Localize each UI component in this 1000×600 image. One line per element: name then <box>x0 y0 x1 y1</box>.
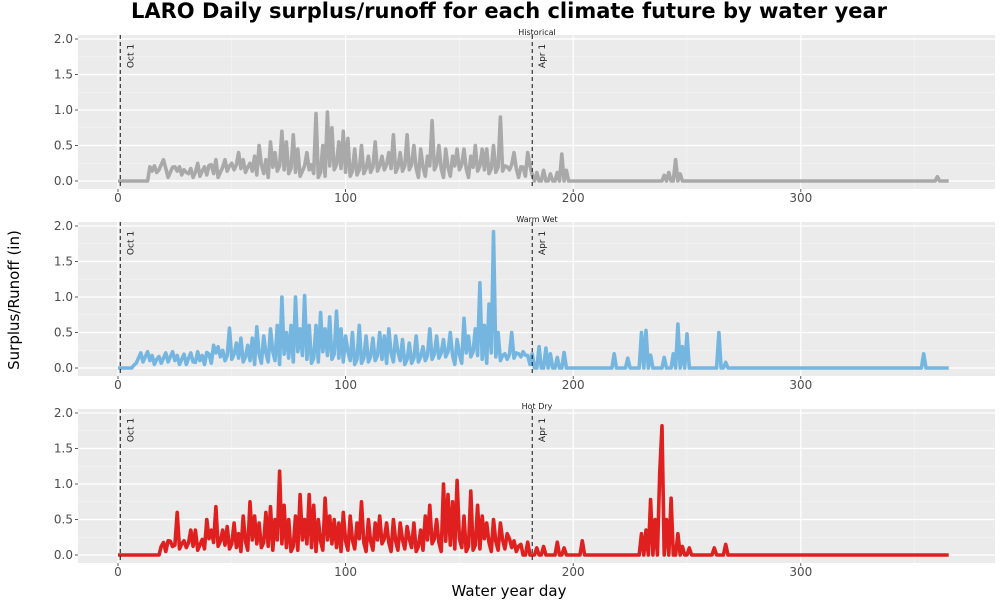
reference-line-label: Apr 1 <box>538 44 548 68</box>
y-tick-label: 1.0 <box>54 477 73 491</box>
panel-1: Warm Wet 0.0 0.5 1.0 1.5 2.0 0 100 200 300 Oct 1 Ap… <box>54 215 995 392</box>
y-tick-label: 2.0 <box>54 32 73 46</box>
x-tick-label: 300 <box>789 378 812 392</box>
y-tick-label: 0.5 <box>54 139 73 153</box>
y-axis-label: Surplus/Runoff (in) <box>5 230 23 370</box>
y-tick-label: 2.0 <box>54 406 73 420</box>
x-tick-label: 0 <box>114 565 122 579</box>
x-tick-label: 200 <box>562 378 585 392</box>
y-tick-label: 2.0 <box>54 219 73 233</box>
reference-line-label: Oct 1 <box>126 44 136 68</box>
series-line-hot-dry <box>118 424 949 557</box>
reference-line-label: Oct 1 <box>126 418 136 442</box>
x-tick-label: 100 <box>334 565 357 579</box>
chart-title: LARO Daily surplus/runoff for each clima… <box>131 0 888 23</box>
x-tick-label: 300 <box>789 565 812 579</box>
x-tick-label: 200 <box>562 565 585 579</box>
y-tick-label: 0.0 <box>54 548 73 562</box>
x-tick-label: 100 <box>334 378 357 392</box>
reference-line-label: Oct 1 <box>126 231 136 255</box>
y-tick-label: 0.5 <box>54 326 73 340</box>
panel-2: Hot Dry 0.0 0.5 1.0 1.5 2.0 0 100 200 300 Oct 1 Apr… <box>54 402 995 579</box>
y-tick-label: 1.5 <box>54 255 73 269</box>
panels: Historical 0.0 0.5 1.0 1.5 2.0 0 100 200 300 Oct 1… <box>54 28 995 579</box>
x-tick-label: 200 <box>562 191 585 205</box>
x-tick-label: 0 <box>114 378 122 392</box>
y-tick-label: 1.5 <box>54 442 73 456</box>
x-tick-label: 100 <box>334 191 357 205</box>
reference-line-label: Apr 1 <box>538 231 548 255</box>
series-line-warm-wet <box>118 229 949 370</box>
reference-line-label: Apr 1 <box>538 418 548 442</box>
series-line-historical <box>118 110 949 183</box>
y-tick-label: 0.0 <box>54 174 73 188</box>
y-tick-label: 0.5 <box>54 513 73 527</box>
facet-label: Historical <box>518 28 555 37</box>
y-tick-label: 1.0 <box>54 103 73 117</box>
y-tick-label: 0.0 <box>54 361 73 375</box>
facet-label: Warm Wet <box>516 215 557 224</box>
x-axis-label: Water year day <box>452 582 567 600</box>
x-tick-label: 0 <box>114 191 122 205</box>
x-tick-label: 300 <box>789 191 812 205</box>
y-tick-label: 1.5 <box>54 68 73 82</box>
y-tick-label: 1.0 <box>54 290 73 304</box>
panel-0: Historical 0.0 0.5 1.0 1.5 2.0 0 100 200 300 Oct 1… <box>54 28 995 205</box>
facet-label: Hot Dry <box>522 402 553 411</box>
